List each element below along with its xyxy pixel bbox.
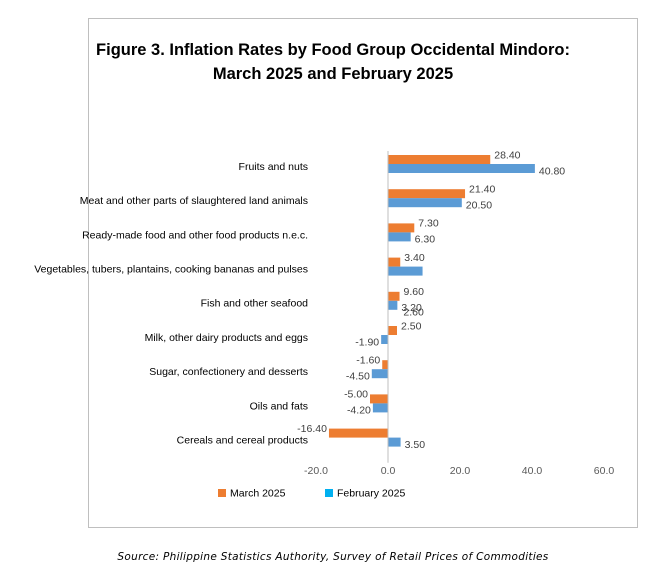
data-label-february-2025-milk-other-dairy-products-and-eggs: -1.90 <box>355 336 379 348</box>
category-label-oils-and-fats: Oils and fats <box>250 400 308 412</box>
bar-march-2025-sugar-confectionery-and-desserts <box>382 360 388 370</box>
x-tick-label-1: 0.0 <box>381 465 396 477</box>
category-label-meat-and-other-parts-of-slaughtered-land-animals: Meat and other parts of slaughtered land… <box>80 195 308 207</box>
category-label-fish-and-other-seafood: Fish and other seafood <box>201 298 309 310</box>
x-tick-label-3: 40.0 <box>522 465 543 477</box>
bar-february-2025-oils-and-fats <box>372 403 388 413</box>
data-label-march-2025-vegetables-tubers-plantains-cooking-bananas-and-pulses: 3.40 <box>404 252 425 264</box>
chart-title: Figure 3. Inflation Rates by Food Group … <box>0 38 666 86</box>
data-label-february-2025-cereals-and-cereal-products: 3.50 <box>405 439 426 451</box>
x-tick-label-4: 60.0 <box>594 465 615 477</box>
bar-february-2025-vegetables-tubers-plantains-cooking-bananas-and-pulses <box>388 266 423 276</box>
data-label-march-2025-cereals-and-cereal-products: -16.40 <box>297 423 327 435</box>
category-label-ready-made-food-and-other-food-products-n-e-c: Ready-made food and other food products … <box>82 229 308 241</box>
legend-swatch-march-2025 <box>218 489 226 497</box>
data-label-march-2025-fish-and-other-seafood: 9.60 <box>404 286 425 298</box>
bar-february-2025-fish-and-other-seafood <box>388 300 398 310</box>
data-label-march-2025-meat-and-other-parts-of-slaughtered-land-animals: 21.40 <box>469 183 495 195</box>
bar-march-2025-meat-and-other-parts-of-slaughtered-land-animals <box>388 189 466 199</box>
x-tick-label-0: -20.0 <box>304 465 328 477</box>
data-label-february-2025-fish-and-other-seafood: 3.20 <box>401 302 422 314</box>
chart-title-line-2: March 2025 and February 2025 <box>212 65 454 83</box>
bar-february-2025-ready-made-food-and-other-food-products-n-e-c <box>388 232 411 242</box>
bar-march-2025-milk-other-dairy-products-and-eggs <box>388 326 397 335</box>
x-tick-label-2: 20.0 <box>450 465 471 477</box>
data-label-march-2025-sugar-confectionery-and-desserts: -1.60 <box>356 354 380 366</box>
bar-february-2025-milk-other-dairy-products-and-eggs <box>381 335 388 344</box>
legend-label-march-2025: March 2025 <box>230 487 286 499</box>
bar-february-2025-sugar-confectionery-and-desserts <box>371 369 388 379</box>
bar-february-2025-cereals-and-cereal-products <box>388 437 401 447</box>
data-label-march-2025-oils-and-fats: -5.00 <box>344 389 368 401</box>
bar-february-2025-meat-and-other-parts-of-slaughtered-land-animals <box>388 198 462 208</box>
legend-swatch-february-2025 <box>325 489 333 497</box>
legend-label-february-2025: February 2025 <box>337 487 405 499</box>
data-label-february-2025-ready-made-food-and-other-food-products-n-e-c: 6.30 <box>415 234 436 246</box>
data-label-february-2025-fruits-and-nuts: 40.80 <box>539 165 565 177</box>
data-label-march-2025-milk-other-dairy-products-and-eggs: 2.50 <box>401 320 422 332</box>
data-label-extra-fish: 2.60 <box>403 307 424 319</box>
category-label-fruits-and-nuts: Fruits and nuts <box>239 161 308 173</box>
data-label-march-2025-fruits-and-nuts: 28.40 <box>494 149 520 161</box>
data-label-february-2025-oils-and-fats: -4.20 <box>347 405 371 417</box>
category-label-cereals-and-cereal-products: Cereals and cereal products <box>177 434 308 446</box>
source-note: Source: Philippine Statistics Authority,… <box>117 551 549 563</box>
category-label-milk-other-dairy-products-and-eggs: Milk, other dairy products and eggs <box>145 332 308 344</box>
chart-title-line-1: Figure 3. Inflation Rates by Food Group … <box>96 41 570 59</box>
bar-march-2025-oils-and-fats <box>370 394 388 404</box>
bar-march-2025-fruits-and-nuts <box>388 155 491 164</box>
bar-march-2025-cereals-and-cereal-products <box>328 428 388 438</box>
bar-march-2025-fish-and-other-seafood <box>388 291 400 301</box>
chart-frame <box>88 18 638 528</box>
bar-march-2025-vegetables-tubers-plantains-cooking-bananas-and-pulses <box>388 257 401 267</box>
category-label-sugar-confectionery-and-desserts: Sugar, confectionery and desserts <box>149 366 308 378</box>
bar-march-2025-ready-made-food-and-other-food-products-n-e-c <box>388 223 415 233</box>
bar-february-2025-fruits-and-nuts <box>388 164 535 173</box>
data-label-february-2025-meat-and-other-parts-of-slaughtered-land-animals: 20.50 <box>466 199 492 211</box>
data-label-march-2025-ready-made-food-and-other-food-products-n-e-c: 7.30 <box>418 218 439 230</box>
category-label-vegetables-tubers-plantains-cooking-bananas-and-pulses: Vegetables, tubers, plantains, cooking b… <box>34 263 308 275</box>
data-label-february-2025-sugar-confectionery-and-desserts: -4.50 <box>346 370 370 382</box>
